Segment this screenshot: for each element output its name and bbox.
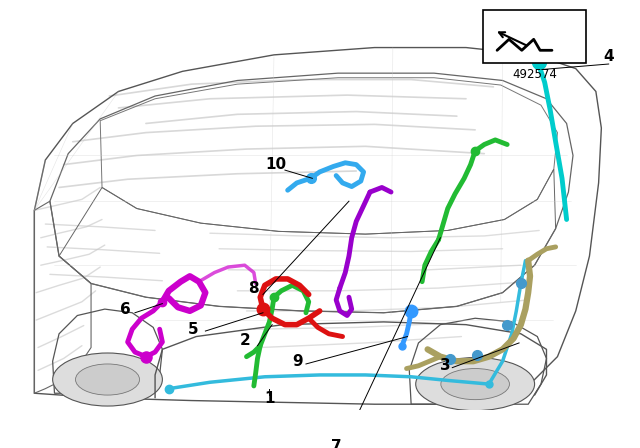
Ellipse shape	[52, 353, 163, 406]
Text: 1: 1	[264, 391, 275, 406]
Text: 10: 10	[265, 157, 286, 172]
Ellipse shape	[76, 364, 140, 395]
Ellipse shape	[416, 358, 534, 411]
Text: 2: 2	[240, 333, 251, 348]
Text: 7: 7	[331, 439, 342, 448]
Text: 5: 5	[188, 322, 199, 337]
Text: 9: 9	[292, 354, 303, 369]
Text: 6: 6	[120, 302, 131, 317]
Ellipse shape	[441, 369, 509, 400]
Text: 3: 3	[440, 358, 451, 373]
Bar	[483, 10, 586, 63]
Text: 492574: 492574	[512, 68, 557, 81]
Text: 8: 8	[248, 281, 259, 297]
Text: 4: 4	[604, 49, 614, 64]
